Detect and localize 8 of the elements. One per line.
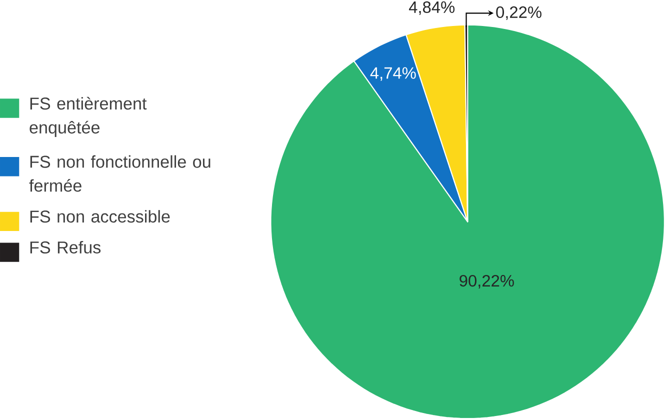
legend-label: FS Refus <box>30 240 101 254</box>
data-label: 4,84% <box>408 1 455 15</box>
data-label: 0,22% <box>496 6 542 20</box>
legend-label: FS entièrement enquêtée <box>30 96 147 137</box>
data-label: 4,74% <box>370 67 416 81</box>
legend-label: FS non fonctionnelle ou fermée <box>29 155 210 192</box>
data-label: 90,22% <box>460 274 514 288</box>
legend-label: FS non accessible <box>30 210 170 223</box>
